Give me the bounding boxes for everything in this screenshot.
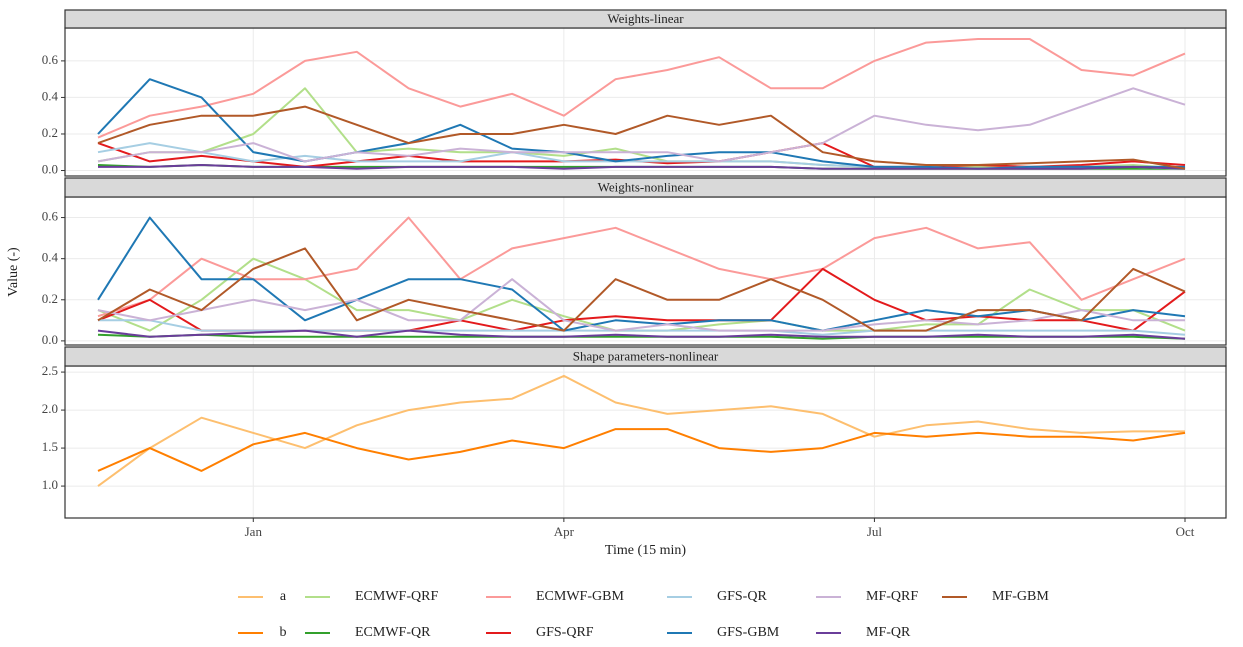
legend-label: GFS-QRF bbox=[536, 625, 594, 640]
legend-label: GFS-QR bbox=[717, 589, 767, 604]
legend-label: MF-QR bbox=[866, 625, 911, 640]
series-line bbox=[97, 38, 1186, 139]
legend-label: b bbox=[280, 625, 287, 640]
strip bbox=[64, 9, 1227, 29]
legend-label: a bbox=[280, 589, 287, 604]
x-tick-label: Oct bbox=[1176, 524, 1195, 539]
series-line bbox=[97, 278, 1185, 332]
x-tick-label: Jan bbox=[245, 524, 263, 539]
series-line bbox=[97, 216, 1186, 332]
y-tick-label: 0.0 bbox=[42, 332, 58, 347]
series-line bbox=[98, 319, 1186, 336]
series-line bbox=[97, 247, 1186, 332]
y-tick-label: 0.4 bbox=[42, 250, 59, 265]
x-tick-label: Jul bbox=[867, 524, 883, 539]
series-line bbox=[97, 329, 1186, 340]
y-axis-title: Value (-) bbox=[6, 247, 21, 297]
y-tick-label: 0.4 bbox=[42, 88, 59, 103]
legend-label: MF-GBM bbox=[992, 589, 1049, 604]
y-tick-label: 2.0 bbox=[42, 401, 58, 416]
y-tick-label: 1.0 bbox=[42, 477, 58, 492]
y-tick-label: 0.6 bbox=[42, 209, 59, 224]
strip-title: Shape parameters-nonlinear bbox=[573, 348, 719, 363]
series-line bbox=[97, 216, 1186, 318]
series-line bbox=[97, 333, 1186, 340]
legend-label: ECMWF-QR bbox=[355, 625, 431, 640]
legend-label: ECMWF-QRF bbox=[355, 589, 438, 604]
plot-background bbox=[65, 28, 1226, 176]
y-tick-label: 0.2 bbox=[42, 125, 58, 140]
y-tick-label: 2.5 bbox=[42, 363, 58, 378]
series-line bbox=[97, 374, 1185, 487]
series-line bbox=[98, 164, 1186, 170]
strip-title: Weights-nonlinear bbox=[598, 179, 694, 194]
y-tick-label: 1.5 bbox=[42, 439, 58, 454]
series-line bbox=[97, 87, 1186, 163]
x-axis-title: Time (15 min) bbox=[605, 543, 686, 558]
strip-title: Weights-linear bbox=[607, 11, 684, 26]
x-tick-label: Apr bbox=[554, 524, 575, 539]
legend-label: MF-QRF bbox=[866, 589, 918, 604]
strip bbox=[64, 346, 1227, 367]
series-line bbox=[97, 105, 1186, 170]
y-tick-label: 0.2 bbox=[42, 291, 58, 306]
strip bbox=[64, 177, 1227, 198]
legend-label: ECMWF-GBM bbox=[536, 589, 624, 604]
plot-background bbox=[65, 366, 1226, 518]
y-tick-label: 0.6 bbox=[42, 52, 59, 67]
y-tick-label: 0.0 bbox=[42, 162, 58, 177]
legend-label: GFS-GBM bbox=[717, 625, 780, 640]
series-line bbox=[97, 428, 1186, 472]
